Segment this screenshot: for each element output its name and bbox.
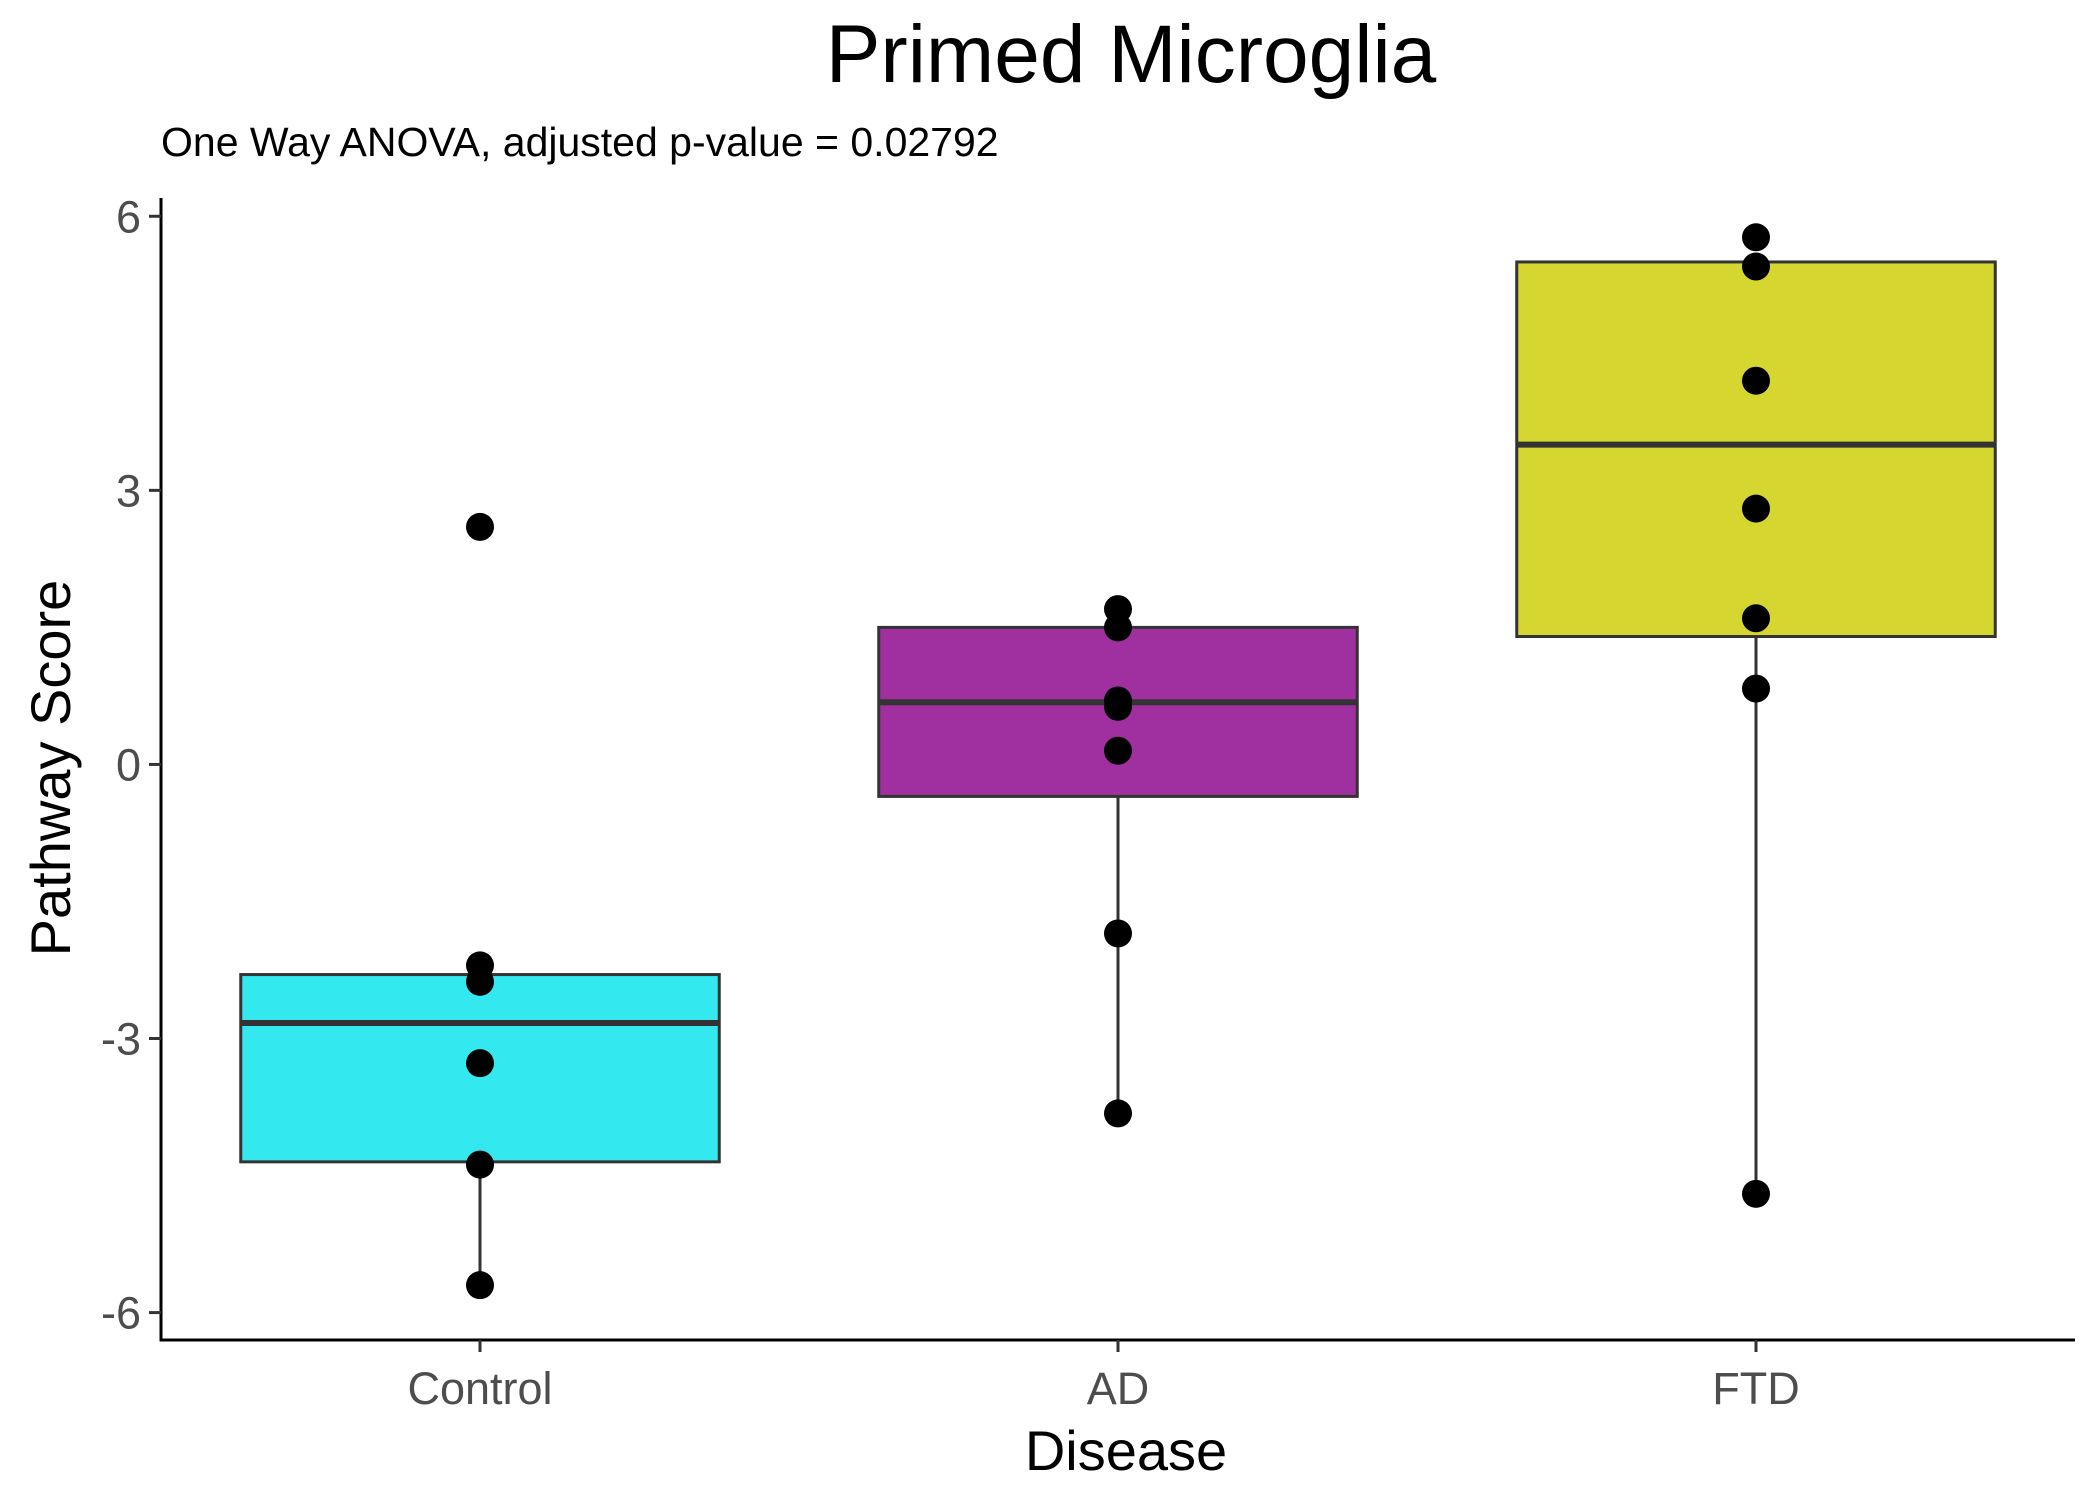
data-point: [1104, 919, 1132, 948]
data-point: [1742, 494, 1770, 523]
plot-area: [239, 223, 1997, 1300]
box-group-ad: [877, 595, 1359, 1128]
data-point: [466, 1150, 494, 1179]
y-tick-label: 6: [116, 191, 141, 242]
data-point: [466, 967, 494, 996]
data-point: [1742, 674, 1770, 703]
data-point: [1742, 223, 1770, 252]
y-axis-title: Pathway Score: [19, 580, 82, 957]
data-point: [1104, 613, 1132, 642]
y-tick-label: 3: [116, 465, 141, 516]
x-axis-title: Disease: [1025, 1419, 1227, 1482]
data-point: [466, 512, 494, 541]
chart-subtitle: One Way ANOVA, adjusted p-value = 0.0279…: [161, 119, 999, 165]
data-point: [1742, 1179, 1770, 1208]
x-tick-label: FTD: [1712, 1363, 1799, 1414]
data-point: [1104, 692, 1132, 721]
data-point: [466, 1049, 494, 1078]
data-point: [1104, 1099, 1132, 1128]
box: [877, 625, 1359, 798]
chart-title: Primed Microglia: [826, 9, 1437, 100]
x-tick-label: AD: [1087, 1363, 1150, 1414]
y-axis-ticks: 6 3 0 -3 -6: [101, 191, 161, 1339]
box: [1515, 260, 1997, 639]
data-point: [1742, 366, 1770, 395]
y-tick-label: -6: [101, 1288, 141, 1339]
data-point: [1104, 736, 1132, 765]
box-group-ftd: [1515, 223, 1997, 1208]
x-tick-label: Control: [407, 1363, 552, 1414]
y-tick-label: -3: [101, 1014, 141, 1065]
data-point: [466, 1271, 494, 1300]
data-point: [1742, 604, 1770, 633]
box-group-control: [239, 512, 721, 1300]
data-point: [1742, 252, 1770, 281]
x-axis-ticks: Control AD FTD: [407, 1340, 1800, 1414]
y-tick-label: 0: [116, 739, 141, 790]
